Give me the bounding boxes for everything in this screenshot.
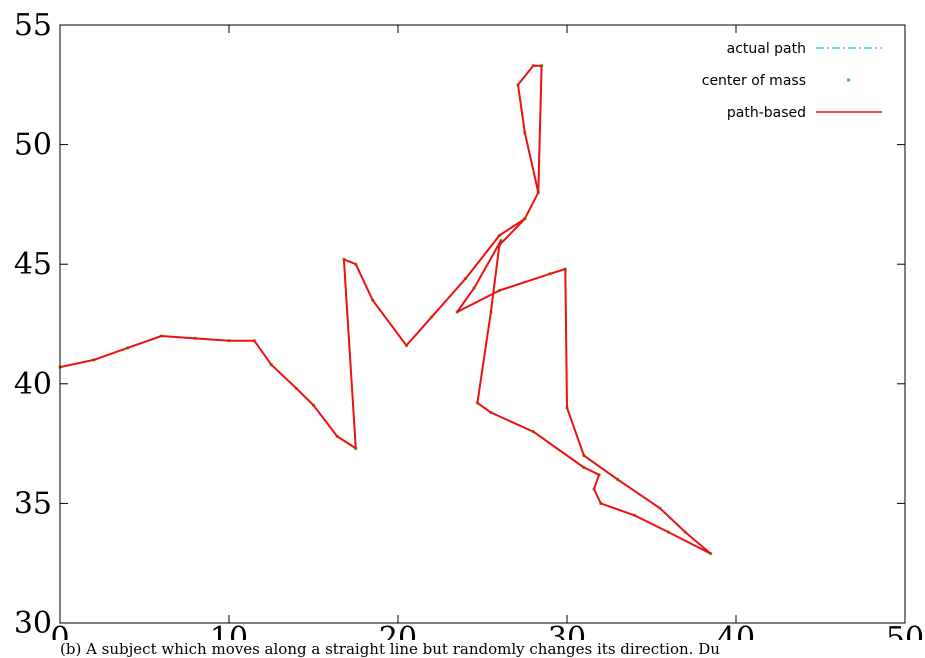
x-tick-label: 10	[210, 621, 248, 640]
x-tick-label: 0	[50, 621, 69, 640]
plot-background	[60, 25, 905, 623]
x-tick-label: 40	[717, 621, 755, 640]
legend: actual path center of mass path-based	[702, 41, 882, 121]
y-tick-label: 55	[14, 8, 52, 43]
plot-frame	[59, 24, 906, 624]
y-tick-label: 35	[14, 486, 52, 521]
x-tick-label: 50	[886, 621, 924, 640]
com-point	[499, 238, 503, 242]
legend-label: center of mass	[702, 73, 806, 89]
series-path-based	[59, 64, 712, 555]
series-layer	[58, 64, 713, 556]
legend-swatch	[847, 78, 850, 82]
legend-label: path-based	[727, 105, 806, 121]
x-tick-label: 20	[379, 621, 417, 640]
y-tick-label: 40	[14, 367, 52, 402]
y-tick-label: 30	[14, 606, 52, 640]
series-line	[59, 64, 712, 555]
y-tick-label: 50	[14, 128, 52, 163]
trajectory-chart: 0 10 20 30 40 50 30 35 40 45 50 55 actual path cente…	[14, 8, 924, 640]
y-tick-label: 45	[14, 247, 52, 282]
legend-label: actual path	[727, 41, 806, 57]
x-tick-label: 30	[548, 621, 586, 640]
figure-caption: (b) A subject which moves along a straig…	[60, 640, 720, 658]
